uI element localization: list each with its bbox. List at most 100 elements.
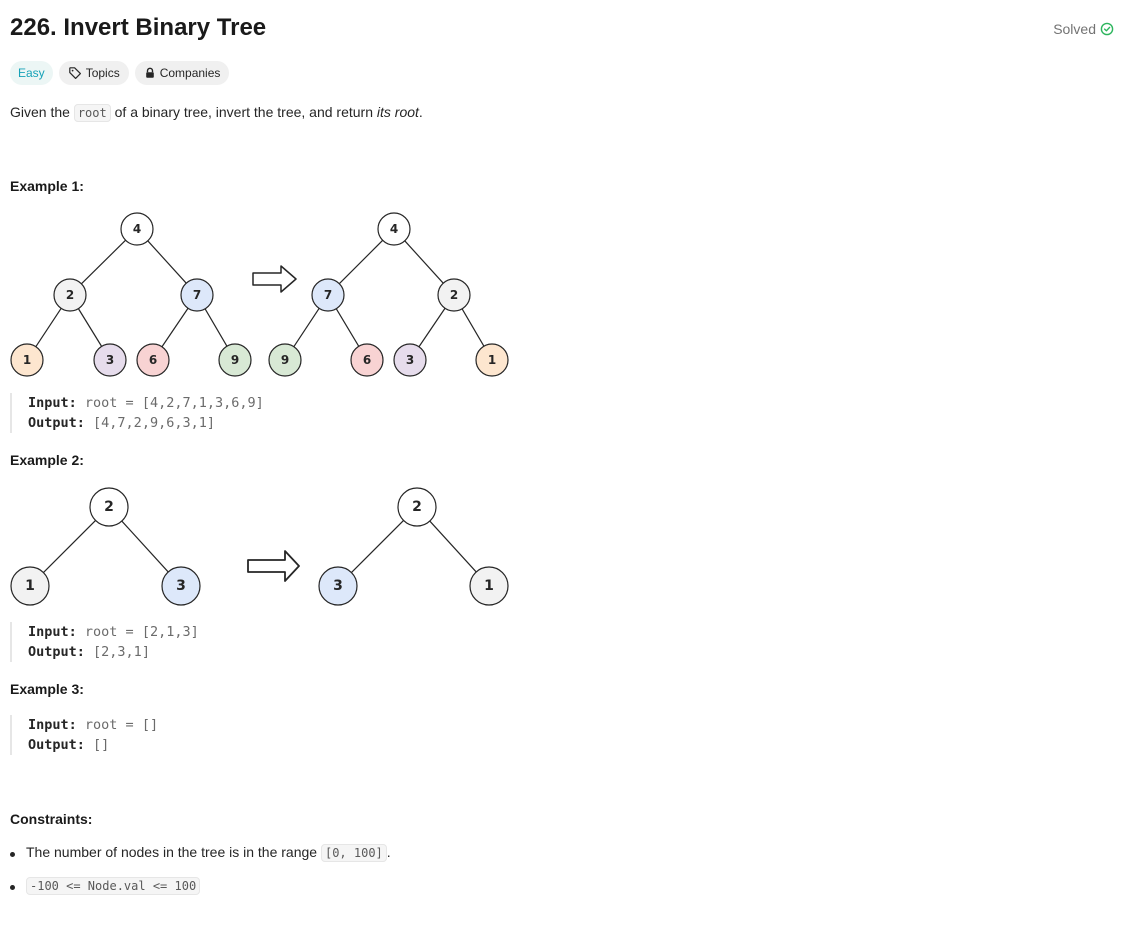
- description-emphasis: its root: [376, 104, 419, 120]
- node-value: 1: [484, 578, 494, 594]
- output-tree-node-3: 3: [393, 343, 427, 377]
- input-tree-node-4: 4: [120, 212, 154, 246]
- companies-label: Companies: [159, 66, 221, 80]
- node-value: 1: [25, 578, 35, 594]
- input-tree-node-9: 9: [218, 343, 252, 377]
- arrow-icon: [247, 550, 300, 582]
- tree-edge: [338, 239, 384, 285]
- description-text-1: Given the: [10, 104, 74, 120]
- node-circle: [93, 343, 127, 377]
- example-1-output: Output: [4,7,2,9,6,3,1]: [28, 413, 264, 433]
- tree-edge: [80, 239, 127, 285]
- tree-nodes: 4 2 7 1 3 6 9 4 7 2 9 6 3 1: [10, 212, 509, 377]
- constraint-text-end: .: [386, 844, 391, 860]
- output-tree-node-2: 2: [397, 487, 437, 527]
- node-circle: [437, 278, 471, 312]
- output-value: []: [93, 737, 110, 753]
- constraint-item: The number of nodes in the tree is in th…: [10, 844, 391, 877]
- input-label: Input:: [28, 395, 77, 411]
- node-value: 9: [281, 353, 289, 367]
- topics-button[interactable]: Topics: [58, 61, 129, 85]
- tree-edge: [335, 308, 360, 347]
- code-root: root: [73, 104, 111, 122]
- constraints-heading: Constraints:: [10, 811, 93, 827]
- input-tree-node-1: 1: [10, 566, 50, 606]
- example-1-tree-diagram: 4 2 7 1 3 6 9 4 7 2 9 6 3 1: [10, 212, 509, 377]
- node-circle: [311, 278, 345, 312]
- tree-edge: [147, 240, 187, 284]
- arrow-icon: [252, 265, 297, 293]
- input-label: Input:: [28, 624, 77, 640]
- example-3-output: Output: []: [28, 735, 158, 755]
- node-value: 3: [333, 578, 343, 594]
- tag-row: Easy Topics Companies: [10, 61, 230, 85]
- example-1-io: Input: root = [4,2,7,1,3,6,9] Output: [4…: [10, 393, 264, 433]
- node-circle: [377, 212, 411, 246]
- example-1-heading: Example 1:: [10, 178, 84, 194]
- tree-edge: [418, 307, 446, 348]
- node-value: 7: [193, 288, 201, 302]
- example-2-io: Input: root = [2,1,3] Output: [2,3,1]: [10, 622, 199, 662]
- node-value: 6: [149, 353, 157, 367]
- node-value: 1: [23, 353, 31, 367]
- node-circle: [10, 566, 50, 606]
- output-tree-node-9: 9: [268, 343, 302, 377]
- input-tree-node-1: 1: [10, 343, 44, 377]
- input-tree-node-2: 2: [53, 278, 87, 312]
- node-circle: [89, 487, 129, 527]
- description-text-3: .: [418, 104, 423, 120]
- node-value: 4: [133, 222, 141, 236]
- problem-title: 226. Invert Binary Tree: [10, 14, 267, 41]
- constraint-range-code: [0, 100]: [320, 844, 387, 862]
- tree-edge: [293, 308, 320, 347]
- tree-edge: [351, 520, 404, 573]
- node-value: 3: [106, 353, 114, 367]
- node-circle: [161, 566, 201, 606]
- node-circle: [469, 566, 509, 606]
- output-tree-node-4: 4: [377, 212, 411, 246]
- constraint-value-code: -100 <= Node.val <= 100: [26, 877, 201, 895]
- node-circle: [218, 343, 252, 377]
- node-value: 1: [488, 353, 496, 367]
- tree-edge: [121, 520, 169, 573]
- example-3-input: Input: root = []: [28, 715, 158, 735]
- tree-edge: [35, 308, 62, 347]
- output-label: Output:: [28, 644, 85, 660]
- tree-edge: [77, 308, 103, 347]
- description-text-2: of a binary tree, invert the tree, and r…: [110, 104, 377, 120]
- output-tree-node-3: 3: [318, 566, 358, 606]
- node-value: 7: [324, 288, 332, 302]
- input-value: root = []: [84, 717, 159, 733]
- tree-edge: [429, 520, 477, 573]
- node-value: 3: [176, 578, 186, 594]
- companies-button[interactable]: Companies: [134, 61, 230, 85]
- tree-edge: [43, 520, 96, 573]
- node-value: 2: [412, 499, 422, 515]
- output-label: Output:: [28, 415, 85, 431]
- tree-edges: [43, 520, 477, 573]
- tree-edge: [204, 308, 228, 347]
- difficulty-badge: Easy: [10, 61, 53, 85]
- problem-description: Given the root of a binary tree, invert …: [10, 104, 423, 122]
- lock-icon: [144, 67, 156, 79]
- node-circle: [10, 343, 44, 377]
- solved-status: Solved: [1053, 21, 1114, 37]
- output-label: Output:: [28, 737, 85, 753]
- solved-label: Solved: [1053, 21, 1096, 37]
- output-value: [4,7,2,9,6,3,1]: [93, 415, 215, 431]
- node-circle: [268, 343, 302, 377]
- output-tree-node-2: 2: [437, 278, 471, 312]
- difficulty-label: Easy: [18, 66, 45, 80]
- tag-icon: [68, 66, 82, 80]
- output-value: [2,3,1]: [93, 644, 150, 660]
- output-tree-node-1: 1: [475, 343, 509, 377]
- example-3-heading: Example 3:: [10, 681, 84, 697]
- input-value: root = [2,1,3]: [84, 624, 199, 640]
- node-value: 6: [363, 353, 371, 367]
- node-circle: [350, 343, 384, 377]
- node-circle: [136, 343, 170, 377]
- node-circle: [475, 343, 509, 377]
- node-circle: [53, 278, 87, 312]
- example-2-output: Output: [2,3,1]: [28, 642, 199, 662]
- tree-nodes: 2 1 3 2 3 1: [10, 487, 509, 606]
